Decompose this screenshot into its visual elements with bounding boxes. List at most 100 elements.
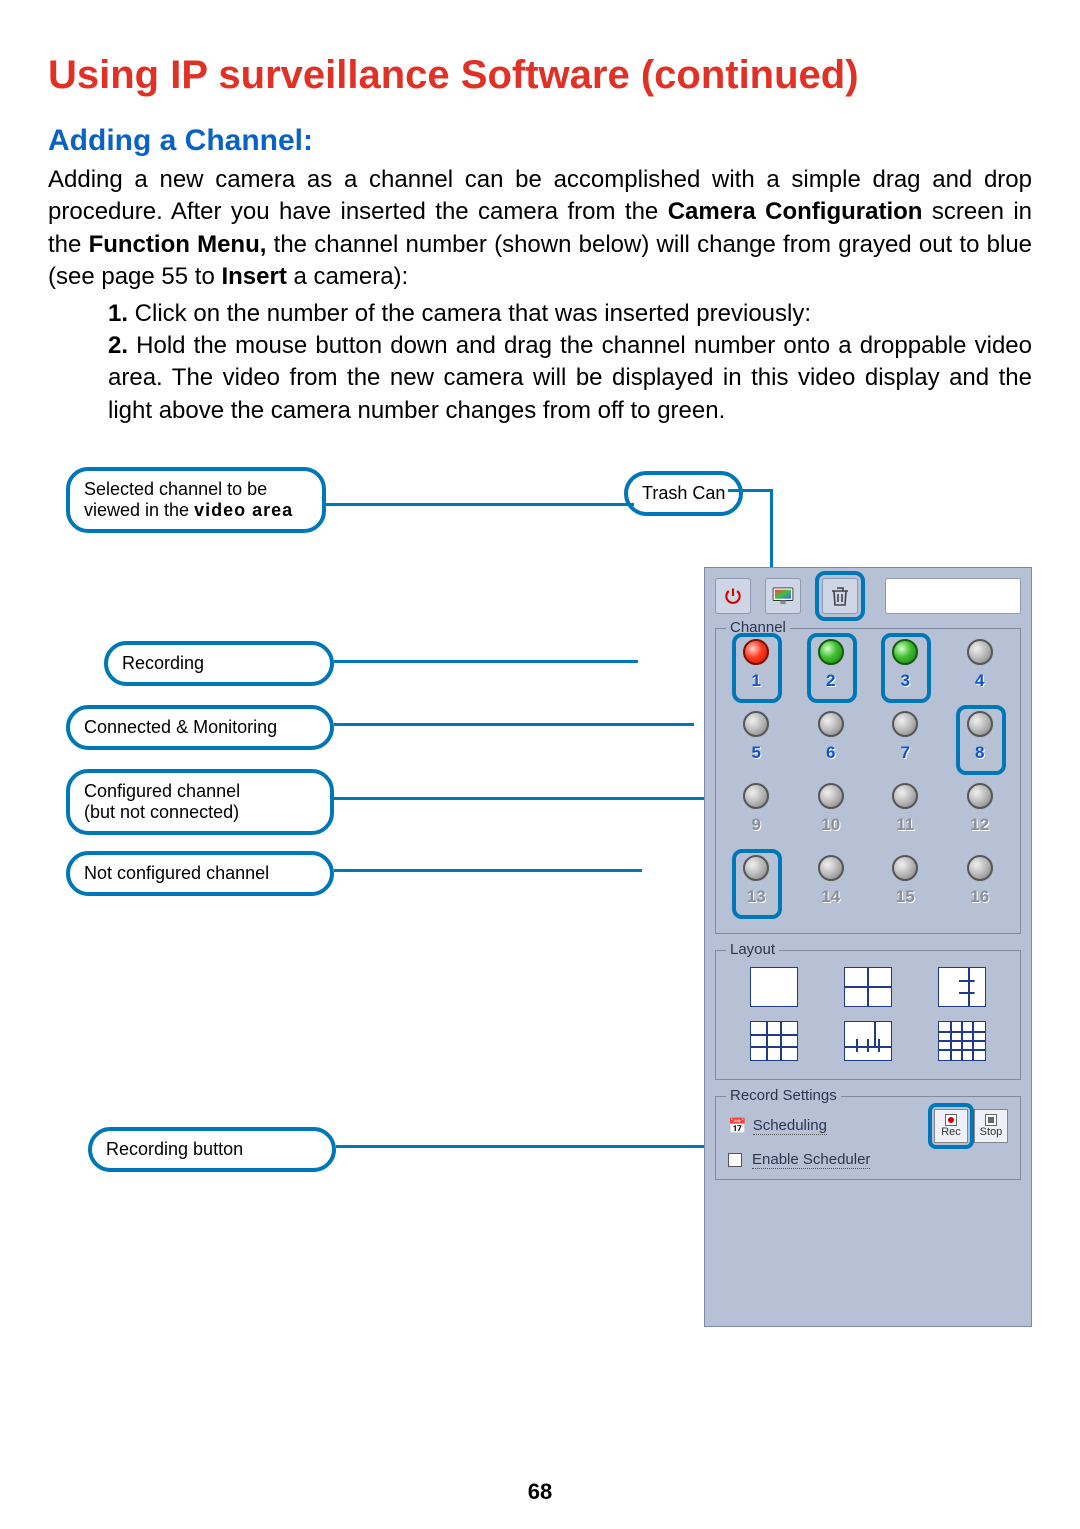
channel-4[interactable]: 4 [948,639,1013,701]
layout-single-button[interactable] [750,967,798,1007]
channel-5[interactable]: 5 [724,711,789,773]
panel-toolbar [705,568,1031,624]
connector-line [334,660,638,663]
callout-not-configured: Not configured channel [66,851,334,896]
scheduling-icon: 📅 [728,1117,747,1135]
step-item: 1. Click on the number of the camera tha… [108,298,1032,330]
power-button[interactable] [715,578,751,614]
channel-13[interactable]: 13 [724,855,789,917]
connector-line [770,489,773,579]
channel-7[interactable]: 7 [873,711,938,773]
callout-selected-channel: Selected channel to be viewed in the vid… [66,467,326,533]
callout-recording-button: Recording button [88,1127,336,1172]
channel-9[interactable]: 9 [724,783,789,845]
section-legend: Channel [726,619,790,636]
steps-list: 1. Click on the number of the camera tha… [48,298,1032,428]
connector-line [728,489,772,492]
layout-lay-2x2-button[interactable] [844,967,892,1007]
status-light-icon [818,639,844,665]
stop-button[interactable]: Stop [974,1109,1008,1143]
layout-lay-1p8-button[interactable] [844,1021,892,1061]
channel-8[interactable]: 8 [948,711,1013,773]
channel-number: 13 [747,887,766,907]
channel-15[interactable]: 15 [873,855,938,917]
status-light-icon [892,639,918,665]
channel-number: 5 [752,743,761,763]
channel-number: 16 [970,887,989,907]
channel-number: 2 [826,671,835,691]
monitor-icon [772,587,794,605]
callout-trash-can: Trash Can [624,471,743,516]
channel-number: 1 [752,671,761,691]
record-section: Record Settings 📅 Scheduling Rec Stop En… [715,1096,1021,1180]
channel-number: 6 [826,743,835,763]
channel-section: Channel 12345678910111213141516 [715,628,1021,934]
enable-scheduler-label: Enable Scheduler [752,1151,870,1169]
channel-number: 7 [901,743,910,763]
connector-line [334,723,694,726]
channel-1[interactable]: 1 [724,639,789,701]
display-settings-button[interactable] [765,578,801,614]
layout-lay-1p3-button[interactable] [938,967,986,1007]
channel-16[interactable]: 16 [948,855,1013,917]
section-legend: Record Settings [726,1087,841,1104]
power-icon [723,586,743,606]
callout-text: Selected channel to be [84,479,308,500]
callout-connected-monitoring: Connected & Monitoring [66,705,334,750]
status-light-icon [967,783,993,809]
status-light-icon [892,711,918,737]
channel-number: 15 [896,887,915,907]
connector-line [334,869,642,872]
channel-6[interactable]: 6 [799,711,864,773]
toolbar-status-box [885,578,1021,614]
channel-3[interactable]: 3 [873,639,938,701]
step-item: 2. Hold the mouse button down and drag t… [108,330,1032,427]
layout-lay-3x3-button[interactable] [750,1021,798,1061]
status-light-icon [818,855,844,881]
page-title: Using IP surveillance Software (continue… [48,50,1032,100]
channel-10[interactable]: 10 [799,783,864,845]
trash-button[interactable] [822,578,858,614]
status-light-icon [967,855,993,881]
status-light-icon [743,639,769,665]
layout-section: Layout [715,950,1021,1080]
layout-grid [724,961,1012,1067]
status-light-icon [743,855,769,881]
status-light-icon [743,783,769,809]
channel-11[interactable]: 11 [873,783,938,845]
channel-number: 8 [975,743,984,763]
callout-configured-not-connected: Configured channel (but not connected) [66,769,334,835]
channel-number: 4 [975,671,984,691]
status-light-icon [743,711,769,737]
channel-number: 14 [821,887,840,907]
channel-number: 10 [821,815,840,835]
page-number: 68 [0,1479,1080,1505]
channel-12[interactable]: 12 [948,783,1013,845]
status-light-icon [892,855,918,881]
layout-lay-4x4-button[interactable] [938,1021,986,1061]
status-light-icon [967,711,993,737]
enable-scheduler-checkbox[interactable] [728,1153,742,1167]
channel-2[interactable]: 2 [799,639,864,701]
scheduling-link[interactable]: Scheduling [753,1117,827,1135]
channel-grid: 12345678910111213141516 [724,639,1012,917]
connector-line [326,503,634,506]
intro-paragraph: Adding a new camera as a channel can be … [48,164,1032,294]
status-light-icon [967,639,993,665]
channel-14[interactable]: 14 [799,855,864,917]
trash-highlight [815,571,865,621]
trash-icon [831,585,849,607]
channel-number: 11 [896,815,914,835]
channel-number: 9 [752,815,761,835]
status-light-icon [892,783,918,809]
section-subtitle: Adding a Channel: [48,124,1032,158]
status-light-icon [818,711,844,737]
status-light-icon [818,783,844,809]
channel-number: 3 [901,671,910,691]
record-button[interactable]: Rec [934,1109,968,1143]
annotated-figure: Selected channel to be viewed in the vid… [48,467,1032,1327]
callout-text: viewed in the video area [84,500,308,521]
control-panel: Channel 12345678910111213141516 Layout R… [704,567,1032,1327]
channel-number: 12 [970,815,989,835]
callout-recording: Recording [104,641,334,686]
